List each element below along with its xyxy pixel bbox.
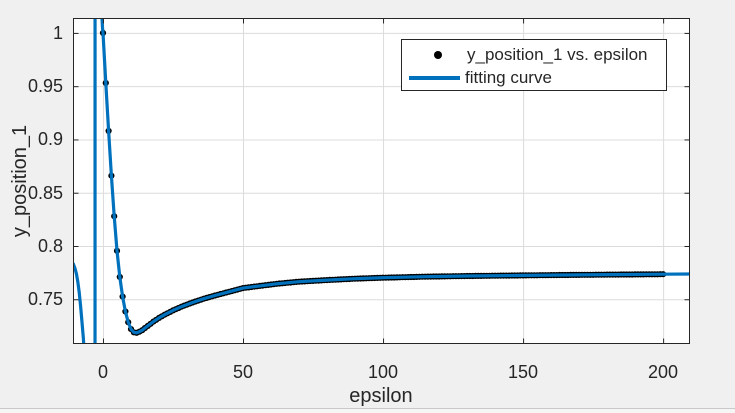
fit-curve (73, 18, 690, 344)
ytick-label-0-95: 0.95 (27, 76, 63, 97)
y-axis-label: y_position_1 (9, 124, 31, 238)
xtick-label-100: 100 (367, 362, 399, 382)
legend-entry-fit: fitting curve (465, 68, 552, 87)
xtick-label-150: 150 (507, 362, 539, 382)
legend-scatter-marker-icon (434, 51, 442, 59)
xtick-label-0: 0 (97, 362, 108, 382)
legend-box: y_position_1 vs. epsilon fitting curve (401, 39, 667, 91)
legend-entry-scatter: y_position_1 vs. epsilon (467, 45, 648, 64)
xtick-label-200: 200 (647, 362, 679, 382)
ytick-label-0-8: 0.8 (37, 236, 63, 256)
xtick-label-50: 50 (232, 362, 254, 382)
ytick-label-0-9: 0.9 (37, 129, 63, 150)
window-bottom-edge (0, 408, 735, 409)
legend-line-marker-icon (409, 76, 460, 80)
window-bottom-strip (0, 409, 735, 413)
ytick-label-0-85: 0.85 (27, 182, 63, 203)
x-axis-label: epsilon (349, 385, 413, 407)
ytick-label-0-75: 0.75 (27, 289, 63, 309)
axes-box (73, 18, 690, 344)
axis-ticks (73, 18, 690, 344)
ytick-label-1: 1 (52, 23, 63, 43)
data-layer (73, 18, 690, 344)
